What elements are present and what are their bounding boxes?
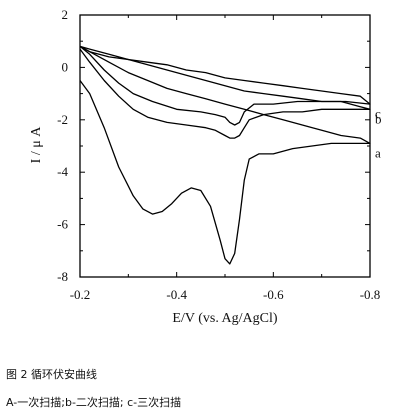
curve-labels: a bc <box>375 106 382 160</box>
x-tick-label: -0.6 <box>263 287 284 302</box>
curve-a <box>79 45 371 265</box>
plot-frame <box>79 14 371 278</box>
curve-b <box>79 45 371 139</box>
y-tick-label: -4 <box>57 164 68 179</box>
curve-label-a: a <box>375 145 381 160</box>
curve-c <box>79 45 371 126</box>
axis-ticks <box>79 14 371 278</box>
x-tick-labels: -0.2 -0.4 -0.6 -0.8 <box>70 287 381 302</box>
x-tick-label: -0.4 <box>166 287 187 302</box>
y-tick-labels: 2 0 -2 -4 -6 -8 <box>57 7 68 284</box>
curves <box>79 45 371 265</box>
y-tick-label: 0 <box>62 59 69 74</box>
figure-caption: 图 2 循环伏安曲线 <box>6 368 97 381</box>
y-tick-label: 2 <box>62 7 69 22</box>
curve-label-c: c <box>375 106 381 121</box>
y-tick-label: -6 <box>57 217 68 232</box>
scan-legend-note: A-一次扫描;b-二次扫描; c-三次扫描 <box>6 396 182 409</box>
x-tick-label: -0.8 <box>360 287 381 302</box>
curve-label-b: b <box>375 111 382 126</box>
x-tick-label: -0.2 <box>70 287 91 302</box>
y-tick-label: -8 <box>57 269 68 284</box>
y-tick-label: -2 <box>57 112 68 127</box>
y-axis-label: I / μ A <box>29 126 44 164</box>
x-axis-label: E/V (vs. Ag/AgCl) <box>172 311 277 326</box>
cyclic-voltammogram-chart: 20-2-4-6-8 -0.2 -0.4 -0.6 -0.8 abc I / μ A … <box>29 7 382 326</box>
